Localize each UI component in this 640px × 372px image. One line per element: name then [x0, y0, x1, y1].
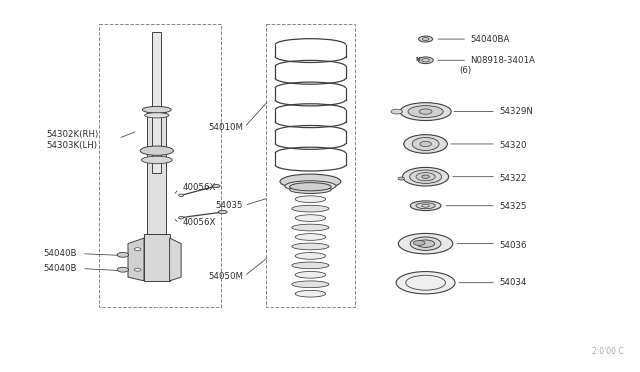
Text: 54040B: 54040B: [44, 264, 77, 273]
Text: 2:0'00 C: 2:0'00 C: [593, 347, 624, 356]
Text: 54329N: 54329N: [499, 107, 533, 116]
Ellipse shape: [289, 186, 332, 193]
Ellipse shape: [212, 185, 220, 187]
Ellipse shape: [285, 181, 336, 191]
Ellipse shape: [419, 36, 433, 42]
Ellipse shape: [408, 106, 444, 118]
Polygon shape: [170, 238, 181, 281]
Text: 54302K(RH): 54302K(RH): [46, 130, 99, 139]
Ellipse shape: [292, 262, 329, 269]
Ellipse shape: [143, 106, 172, 113]
Ellipse shape: [292, 205, 329, 212]
Ellipse shape: [292, 186, 329, 193]
Ellipse shape: [141, 156, 172, 164]
Ellipse shape: [410, 237, 441, 250]
Ellipse shape: [289, 183, 332, 191]
Ellipse shape: [295, 291, 326, 297]
Ellipse shape: [218, 210, 227, 214]
Ellipse shape: [412, 137, 439, 150]
Ellipse shape: [117, 252, 129, 257]
Ellipse shape: [413, 240, 425, 246]
Ellipse shape: [295, 253, 326, 259]
Polygon shape: [128, 238, 144, 281]
Text: 54040BA: 54040BA: [470, 35, 510, 44]
Ellipse shape: [400, 103, 451, 121]
Ellipse shape: [145, 113, 169, 118]
Ellipse shape: [295, 234, 326, 240]
Text: 40056X: 40056X: [182, 183, 216, 192]
Text: N: N: [415, 57, 420, 62]
Ellipse shape: [410, 201, 441, 211]
Text: 54050M: 54050M: [208, 272, 243, 280]
Ellipse shape: [398, 177, 404, 180]
Ellipse shape: [419, 109, 432, 114]
Text: 54036: 54036: [499, 241, 527, 250]
Ellipse shape: [292, 224, 329, 231]
Ellipse shape: [280, 174, 340, 189]
Text: 40056X: 40056X: [182, 218, 216, 227]
Ellipse shape: [420, 141, 431, 147]
Ellipse shape: [396, 272, 455, 294]
Text: 54322: 54322: [499, 174, 527, 183]
Ellipse shape: [416, 173, 435, 181]
Text: 54010M: 54010M: [208, 123, 243, 132]
Ellipse shape: [417, 240, 435, 247]
Ellipse shape: [179, 217, 184, 219]
Ellipse shape: [403, 167, 449, 186]
Text: 54034: 54034: [499, 278, 527, 287]
Text: 54325: 54325: [499, 202, 527, 211]
Ellipse shape: [391, 109, 403, 114]
Ellipse shape: [292, 281, 329, 288]
Ellipse shape: [404, 135, 447, 153]
Ellipse shape: [418, 57, 433, 64]
Ellipse shape: [295, 196, 326, 202]
Ellipse shape: [398, 234, 453, 254]
Ellipse shape: [295, 272, 326, 278]
Ellipse shape: [140, 146, 173, 155]
Text: N08918-3401A: N08918-3401A: [470, 56, 535, 65]
Bar: [152, 32, 161, 173]
Text: (6): (6): [460, 66, 472, 75]
Bar: [144, 234, 170, 281]
Ellipse shape: [416, 203, 435, 209]
Text: 54035: 54035: [216, 201, 243, 210]
Text: 54320: 54320: [499, 141, 527, 150]
Ellipse shape: [117, 267, 129, 272]
Bar: [147, 112, 166, 234]
Ellipse shape: [179, 194, 184, 196]
Ellipse shape: [292, 243, 329, 250]
Ellipse shape: [134, 248, 141, 251]
Text: 54040B: 54040B: [44, 249, 77, 258]
Ellipse shape: [134, 268, 141, 271]
Ellipse shape: [295, 215, 326, 221]
Text: 54303K(LH): 54303K(LH): [46, 141, 97, 150]
Ellipse shape: [422, 175, 429, 178]
Ellipse shape: [410, 170, 442, 183]
